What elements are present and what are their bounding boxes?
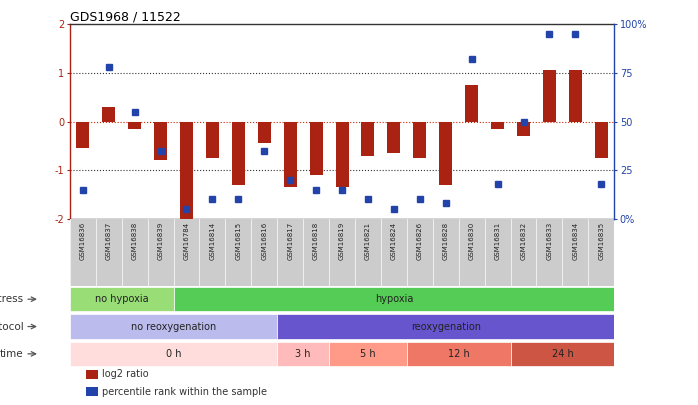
Bar	[387, 122, 401, 153]
Text: GSM16833: GSM16833	[547, 222, 552, 260]
Bar	[70, 341, 277, 366]
Bar	[76, 122, 89, 148]
Bar	[543, 70, 556, 122]
Text: GSM16836: GSM16836	[80, 222, 86, 260]
Text: GSM16826: GSM16826	[417, 222, 423, 260]
Text: GSM16784: GSM16784	[184, 222, 189, 260]
Bar	[283, 122, 297, 187]
Text: GSM16832: GSM16832	[521, 222, 526, 260]
Bar	[517, 122, 530, 136]
Text: GSM16838: GSM16838	[132, 222, 138, 260]
Text: hypoxia: hypoxia	[375, 294, 413, 304]
Text: GSM16831: GSM16831	[495, 222, 500, 260]
Bar	[277, 314, 614, 339]
Text: GSM16814: GSM16814	[209, 222, 216, 260]
Text: GDS1968 / 11522: GDS1968 / 11522	[70, 10, 181, 23]
Text: no reoxygenation: no reoxygenation	[131, 322, 216, 332]
Text: stress: stress	[0, 294, 24, 304]
Bar	[510, 341, 614, 366]
Text: no hypoxia: no hypoxia	[95, 294, 149, 304]
Bar	[329, 341, 407, 366]
Text: GSM16821: GSM16821	[365, 222, 371, 260]
Bar	[439, 122, 452, 185]
Bar	[86, 387, 98, 396]
Bar	[70, 287, 174, 311]
Text: GSM16828: GSM16828	[443, 222, 449, 260]
Text: GSM16835: GSM16835	[598, 222, 604, 260]
Text: GSM16815: GSM16815	[235, 222, 242, 260]
Bar	[258, 122, 271, 143]
Text: GSM16839: GSM16839	[158, 222, 163, 260]
Bar	[491, 122, 504, 129]
Bar	[232, 122, 245, 185]
Text: percentile rank within the sample: percentile rank within the sample	[103, 387, 267, 396]
Text: 24 h: 24 h	[551, 349, 573, 359]
Text: GSM16816: GSM16816	[261, 222, 267, 260]
Bar	[128, 122, 141, 129]
Text: protocol: protocol	[0, 322, 24, 332]
Bar	[102, 107, 115, 122]
Text: GSM16824: GSM16824	[391, 222, 397, 260]
Text: GSM16830: GSM16830	[468, 222, 475, 260]
Bar	[70, 314, 277, 339]
Bar	[174, 287, 614, 311]
Bar	[362, 122, 374, 156]
Text: log2 ratio: log2 ratio	[103, 369, 149, 379]
Text: reoxygenation: reoxygenation	[410, 322, 481, 332]
Bar	[86, 369, 98, 379]
Text: 5 h: 5 h	[360, 349, 376, 359]
Bar	[413, 122, 426, 158]
Text: 3 h: 3 h	[295, 349, 311, 359]
Bar	[206, 122, 219, 158]
Bar	[407, 341, 510, 366]
Text: GSM16817: GSM16817	[287, 222, 293, 260]
Text: 0 h: 0 h	[165, 349, 181, 359]
Text: GSM16837: GSM16837	[105, 222, 112, 260]
Text: GSM16834: GSM16834	[572, 222, 579, 260]
Bar	[180, 122, 193, 221]
Text: time: time	[0, 349, 24, 359]
Bar	[465, 85, 478, 122]
Bar	[154, 122, 167, 160]
Bar	[336, 122, 348, 187]
Text: 12 h: 12 h	[448, 349, 470, 359]
Bar	[569, 70, 582, 122]
Text: GSM16818: GSM16818	[313, 222, 319, 260]
Bar	[277, 341, 329, 366]
Bar	[595, 122, 608, 158]
Text: GSM16819: GSM16819	[339, 222, 345, 260]
Bar	[310, 122, 322, 175]
